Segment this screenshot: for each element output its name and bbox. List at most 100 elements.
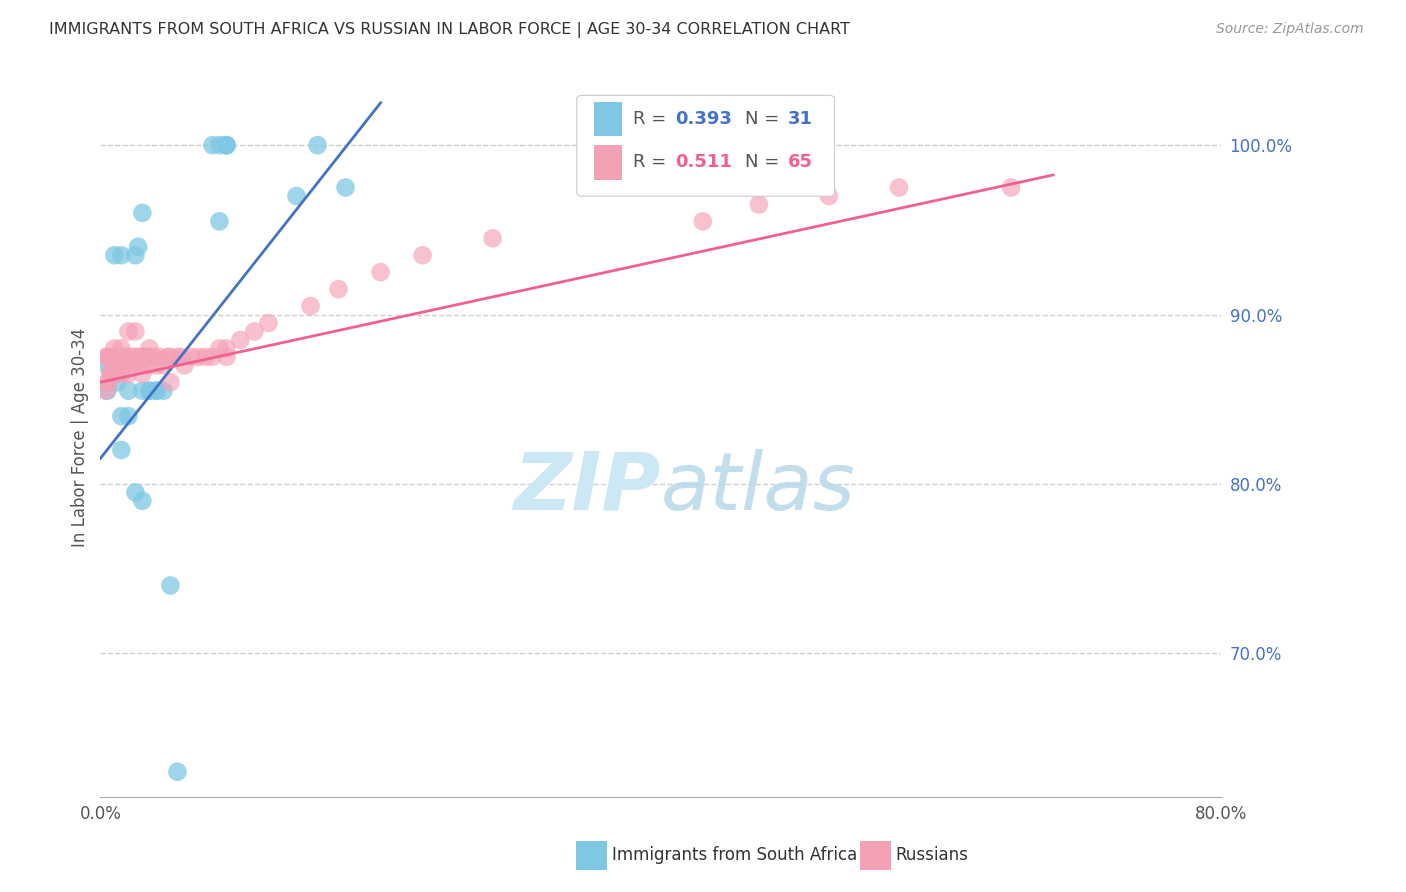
Text: 31: 31 [787,111,813,128]
Point [215,138,238,153]
Point [134,350,156,364]
Point [187,350,209,364]
Text: N =: N = [745,153,785,171]
Text: 65: 65 [787,153,813,171]
Text: atlas: atlas [661,449,855,526]
Text: IMMIGRANTS FROM SOUTH AFRICA VS RUSSIAN IN LABOR FORCE | AGE 30-34 CORRELATION C: IMMIGRANTS FROM SOUTH AFRICA VS RUSSIAN … [49,22,851,38]
Point [170,350,193,364]
Point [138,342,160,356]
Point [215,138,238,153]
Point [131,350,153,364]
Point [112,359,135,373]
Point [105,350,128,364]
Point [159,376,181,390]
Point [114,350,136,364]
Point [103,367,125,381]
Point [173,359,195,373]
Point [138,350,160,364]
Text: R =: R = [633,111,672,128]
Point [110,409,132,424]
Point [110,342,132,356]
Point [101,359,124,373]
Text: N =: N = [745,111,785,128]
Point [127,240,149,254]
Point [481,231,503,245]
Point [124,325,146,339]
Point [138,384,160,398]
Point [98,367,121,381]
Point [307,138,329,153]
Point [131,493,153,508]
Point [110,350,132,364]
Point [335,180,357,194]
Text: Source: ZipAtlas.com: Source: ZipAtlas.com [1216,22,1364,37]
Point [229,333,252,347]
Point [148,350,170,364]
Point [96,359,118,373]
Point [748,197,770,211]
Text: Immigrants from South Africa: Immigrants from South Africa [612,847,856,864]
Point [328,282,350,296]
Point [215,138,238,153]
Point [208,214,231,228]
Y-axis label: In Labor Force | Age 30-34: In Labor Force | Age 30-34 [72,327,89,547]
Point [152,359,174,373]
Point [120,350,142,364]
Point [208,138,231,153]
Point [145,384,167,398]
Point [124,485,146,500]
Point [96,384,118,398]
Point [117,367,139,381]
Point [136,359,159,373]
Point [131,206,153,220]
Point [215,342,238,356]
Point [110,248,132,262]
Point [194,350,217,364]
Point [128,359,150,373]
Point [111,350,134,364]
Point [285,189,308,203]
Point [215,350,238,364]
Point [145,384,167,398]
Point [105,376,128,390]
Point [110,442,132,457]
Point [117,325,139,339]
Point [110,367,132,381]
Point [166,764,188,779]
Point [117,409,139,424]
Point [103,342,125,356]
Text: 0.393: 0.393 [675,111,733,128]
Point [145,359,167,373]
Point [887,180,910,194]
Point [131,384,153,398]
Point [97,376,120,390]
Point [257,316,280,330]
Point [370,265,392,279]
Point [159,350,181,364]
Point [127,350,149,364]
Point [103,350,125,364]
Point [142,350,165,364]
Point [412,248,434,262]
Point [692,214,714,228]
FancyBboxPatch shape [576,95,835,196]
Point [117,384,139,398]
Point [152,384,174,398]
Point [201,138,224,153]
Point [107,359,129,373]
Point [94,350,117,364]
Text: Russians: Russians [896,847,969,864]
Point [201,350,224,364]
Point [299,299,322,313]
Point [1000,180,1022,194]
Point [180,350,202,364]
Point [818,189,841,203]
Point [117,350,139,364]
Point [243,325,266,339]
Point [124,350,146,364]
Point [156,350,179,364]
Point [208,342,231,356]
Point [96,350,118,364]
Point [166,350,188,364]
Point [159,578,181,592]
